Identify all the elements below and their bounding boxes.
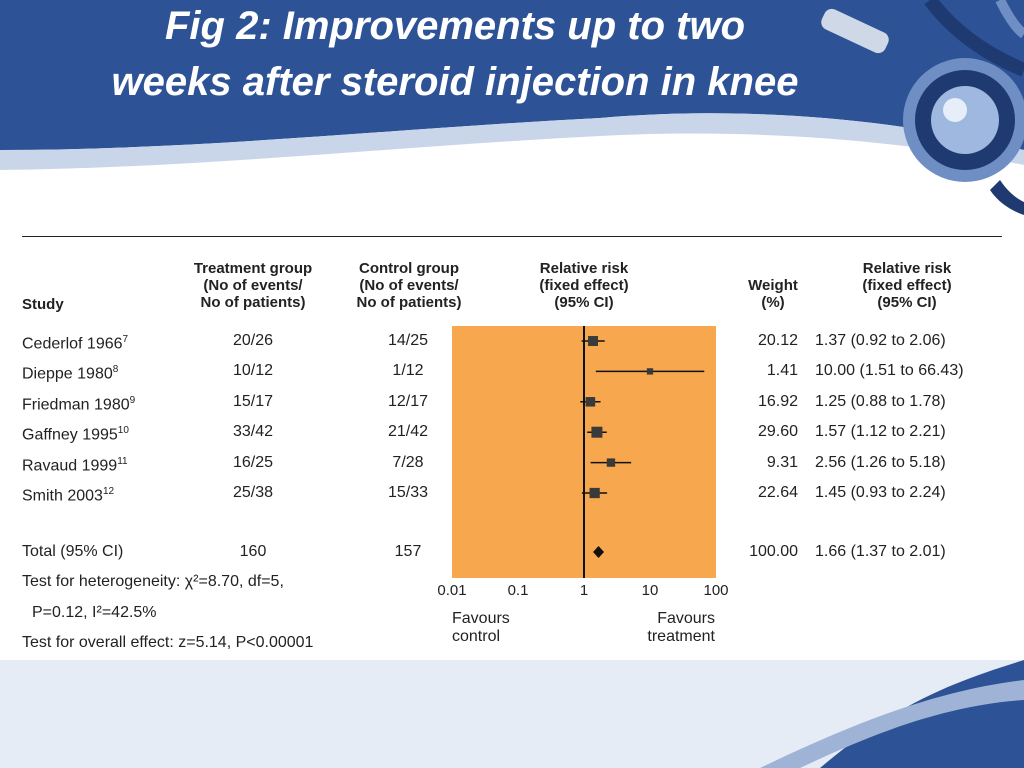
footer-area	[0, 660, 1024, 768]
study-weight: 16.92	[757, 392, 798, 410]
study-relative-risk: 1.45 (0.93 to 2.24)	[815, 484, 946, 501]
total-relative-risk: 1.66 (1.37 to 2.01)	[815, 543, 946, 560]
x-tick-label: 10	[642, 582, 659, 599]
slide-title-line-1: Fig 2: Improvements up to two	[164, 4, 746, 48]
point-estimate	[591, 426, 603, 438]
treatment-events: 15/17	[232, 392, 274, 410]
header-relative-risk-plot: Relative risk (fixed effect) (95% CI)	[539, 260, 629, 311]
treatment-events: 10/12	[232, 362, 274, 380]
point-estimate	[646, 368, 654, 375]
reference-number: 7	[122, 334, 129, 345]
pooled-estimate-diamond	[593, 546, 605, 558]
x-tick-label: 100	[703, 582, 728, 599]
control-events: 7/28	[392, 453, 424, 471]
x-tick-label: 0.01	[437, 582, 466, 599]
total-control: 157	[394, 543, 422, 560]
header-weight: Weight (%)	[748, 277, 798, 311]
overall-effect-test: Test for overall effect: z=5.14, P<0.000…	[22, 634, 314, 651]
header-band-shadow	[0, 113, 1024, 170]
study-relative-risk: 10.00 (1.51 to 66.43)	[815, 362, 964, 380]
reference-number: 10	[117, 425, 129, 437]
point-estimate	[588, 336, 598, 346]
header-treatment: Treatment group (No of events/ No of pat…	[193, 260, 313, 311]
total-label: Total (95% CI)	[22, 543, 124, 560]
study-name: Gaffney 199510	[22, 425, 129, 444]
control-events: 12/17	[387, 392, 429, 410]
control-events: 14/25	[387, 332, 429, 349]
treatment-events: 16/25	[232, 453, 274, 471]
treatment-events: 25/38	[232, 484, 274, 501]
favours-treatment-label: Favours treatment	[647, 610, 715, 645]
header-band	[0, 0, 1024, 150]
reference-number: 12	[102, 486, 115, 497]
footer-swoosh-light	[760, 680, 1024, 768]
study-relative-risk: 1.25 (0.88 to 1.78)	[815, 392, 946, 410]
study-weight: 9.31	[766, 453, 798, 471]
study-relative-risk: 1.37 (0.92 to 2.06)	[815, 332, 946, 349]
point-estimate	[589, 487, 600, 499]
heterogeneity-test-line-1: Test for heterogeneity: χ²=8.70, df=5,	[22, 573, 284, 590]
treatment-events: 20/26	[232, 332, 274, 349]
total-treatment: 160	[239, 543, 267, 560]
study-relative-risk: 1.57 (1.12 to 2.21)	[815, 423, 946, 441]
study-name: Smith 200312	[22, 486, 115, 505]
stethoscope-icon	[821, 0, 1024, 215]
study-name: Dieppe 19808	[22, 364, 119, 383]
study-name: Ravaud 199911	[22, 455, 128, 474]
header-relative-risk-text: Relative risk (fixed effect) (95% CI)	[862, 260, 952, 311]
study-relative-risk: 2.56 (1.26 to 5.18)	[815, 453, 946, 471]
control-events: 1/12	[392, 362, 424, 380]
study-weight: 20.12	[757, 332, 798, 349]
study-weight: 29.60	[757, 423, 798, 441]
x-tick-label: 1	[580, 582, 588, 599]
reference-number: 11	[117, 455, 128, 467]
favours-control-label: Favours control	[452, 610, 510, 645]
study-weight: 1.41	[766, 362, 798, 380]
control-events: 15/33	[387, 484, 429, 501]
slide-title-line-2: weeks after steroid injection in knee	[111, 60, 799, 104]
heterogeneity-test-line-2: P=0.12, I²=42.5%	[32, 604, 157, 621]
x-tick-label: 0.1	[508, 582, 529, 599]
point-estimate	[606, 458, 616, 467]
treatment-events: 33/42	[232, 423, 274, 441]
point-estimate	[585, 397, 596, 407]
reference-number: 9	[129, 394, 136, 406]
study-name: Friedman 19809	[22, 394, 136, 414]
header-study: Study	[22, 296, 64, 313]
control-events: 21/42	[387, 423, 429, 441]
reference-number: 8	[112, 364, 119, 376]
study-weight: 22.64	[757, 484, 798, 501]
total-weight: 100.00	[749, 543, 798, 560]
figure-top-rule	[22, 236, 1002, 237]
study-name: Cederlof 19667	[22, 334, 129, 353]
header-control: Control group (No of events/ No of patie…	[356, 260, 462, 311]
